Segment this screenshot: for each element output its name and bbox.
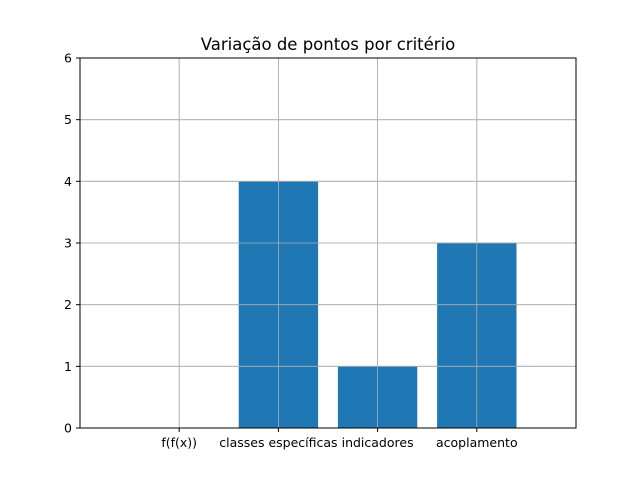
ticks: 0 1 2 3 4 5 6 f(f(x)) classes específicas indicad… xyxy=(64,51,518,451)
x-tick-label: indicadores xyxy=(342,435,414,450)
chart-title: Variação de pontos por critério xyxy=(201,35,456,54)
x-tick-label: classes específicas xyxy=(219,435,337,450)
y-tick-label: 1 xyxy=(64,359,72,374)
x-tick-label: f(f(x)) xyxy=(161,435,197,450)
y-tick-label: 4 xyxy=(64,174,72,189)
y-tick-label: 0 xyxy=(64,421,72,436)
y-tick-label: 6 xyxy=(64,51,72,66)
y-tick-label: 2 xyxy=(64,297,72,312)
x-tick-label: acoplamento xyxy=(436,435,518,450)
y-tick-label: 5 xyxy=(64,112,72,127)
y-tick-label: 3 xyxy=(64,236,72,251)
